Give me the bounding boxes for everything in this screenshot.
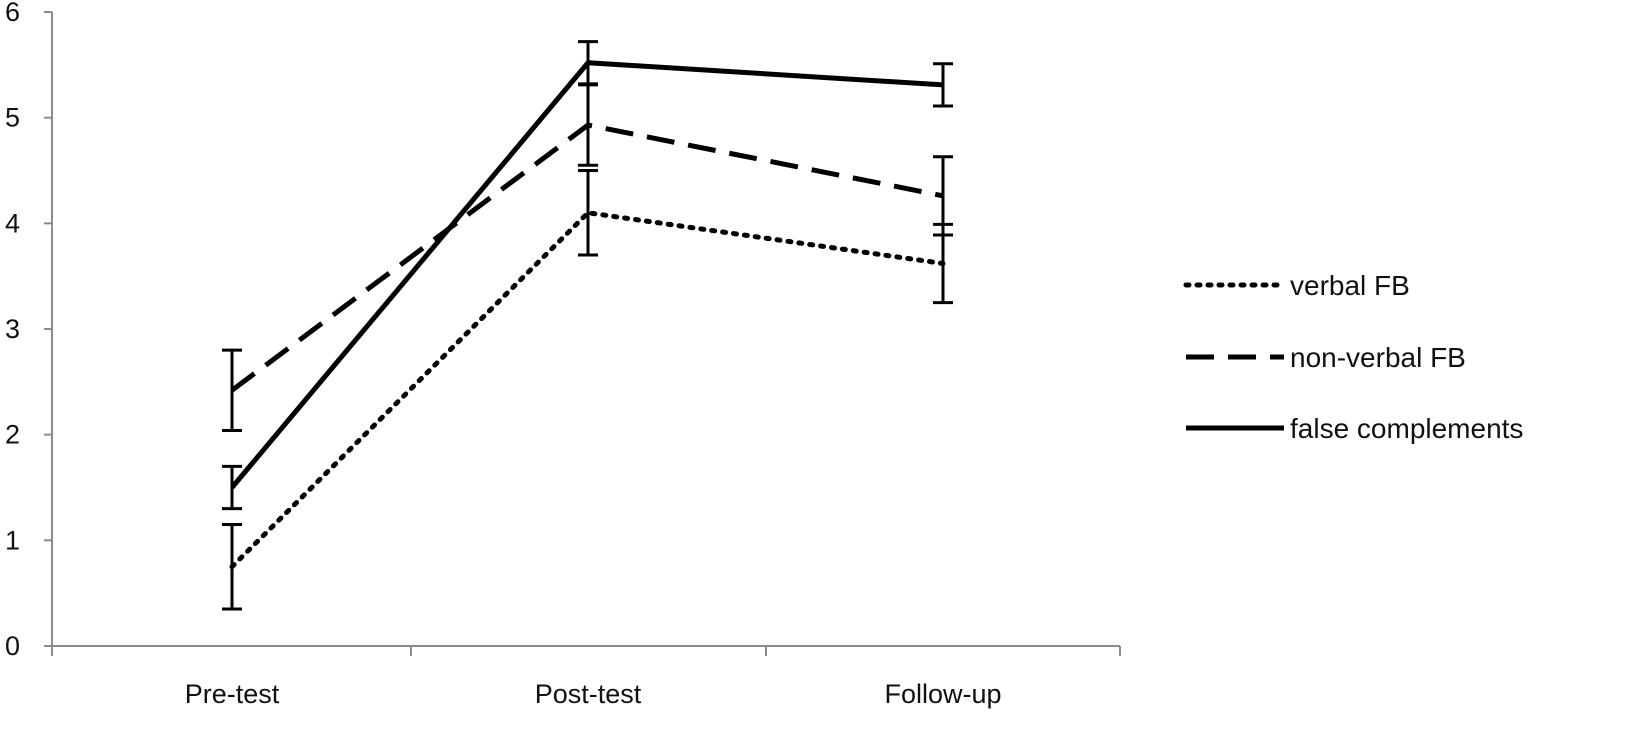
legend-item: verbal FB [1183, 270, 1410, 301]
error-bar [933, 155, 953, 237]
y-tick-label: 1 [5, 525, 20, 555]
legend: verbal FB non-verbal FB false complements [1183, 270, 1523, 444]
x-tick-label: Pre-test [185, 679, 280, 709]
legend-item: non-verbal FB [1186, 342, 1466, 373]
axes [51, 12, 1120, 647]
x-tick-label: Post-test [535, 679, 642, 709]
error-bars [222, 40, 953, 611]
error-bar [933, 62, 953, 108]
y-tick-label: 5 [5, 103, 20, 133]
y-tick-label: 0 [5, 631, 20, 661]
y-tick-label: 6 [5, 0, 20, 27]
error-bar [222, 464, 242, 511]
y-tick-label: 3 [5, 314, 20, 344]
x-axis-ticks: Pre-test Post-test Follow-up [51, 646, 1121, 709]
legend-label: non-verbal FB [1290, 342, 1466, 373]
y-tick-label: 4 [5, 208, 20, 238]
error-bar [578, 40, 598, 86]
x-tick-label: Follow-up [884, 679, 1001, 709]
y-tick-label: 2 [5, 420, 20, 450]
error-bar [222, 522, 242, 611]
legend-label: verbal FB [1290, 270, 1410, 301]
legend-label: false complements [1290, 413, 1523, 444]
y-axis-ticks: 0 1 2 3 4 5 6 [5, 0, 52, 661]
error-bar [578, 169, 598, 257]
error-bar [578, 83, 598, 167]
legend-item: false complements [1186, 413, 1523, 444]
error-bar [222, 348, 242, 432]
series-line-verbal-fb [229, 210, 946, 570]
